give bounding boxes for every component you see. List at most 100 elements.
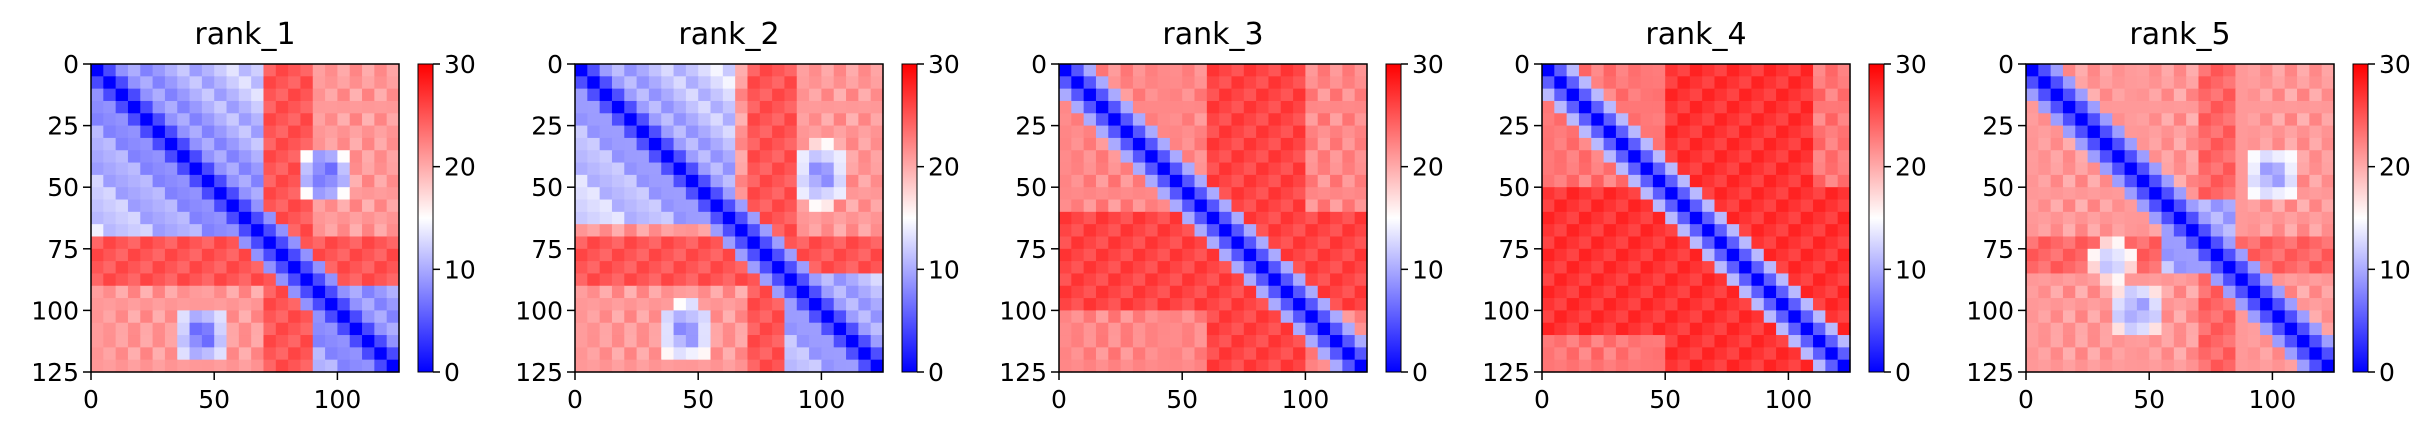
heatmap-cell: [1095, 261, 1109, 275]
heatmap-cell: [2223, 64, 2237, 77]
heatmap-cell: [1354, 64, 1368, 77]
heatmap-cell: [698, 248, 712, 262]
heatmap-cell: [1763, 359, 1777, 373]
heatmap-cell: [710, 113, 724, 127]
heatmap-cell: [349, 211, 363, 225]
heatmap-cell: [1219, 125, 1233, 139]
heatmap-cell: [312, 150, 326, 164]
heatmap-cell: [1243, 76, 1257, 90]
heatmap-cell: [2173, 322, 2187, 336]
heatmap-cell: [1714, 248, 1728, 262]
heatmap-cell: [1837, 322, 1851, 336]
heatmap-cell: [648, 211, 662, 225]
heatmap-cell: [1095, 224, 1109, 238]
heatmap-cell: [1578, 224, 1592, 238]
heatmap-cell: [624, 64, 638, 77]
heatmap-cell: [1554, 137, 1568, 151]
heatmap-cell: [648, 347, 662, 361]
heatmap-cell: [362, 100, 375, 114]
heatmap-cell: [2099, 310, 2113, 324]
heatmap-cell: [2173, 187, 2187, 201]
heatmap-cell: [821, 125, 835, 139]
heatmap-cell: [2223, 100, 2237, 114]
heatmap-cell: [1628, 359, 1642, 373]
heatmap-cell: [846, 64, 859, 77]
heatmap-cell: [722, 64, 736, 77]
heatmap-cell: [127, 335, 141, 348]
heatmap-cell: [1554, 88, 1568, 102]
heatmap-cell: [1665, 224, 1679, 238]
heatmap-cell: [2075, 199, 2089, 213]
heatmap-cell: [599, 359, 613, 373]
heatmap-cell: [214, 261, 228, 275]
heatmap-cell: [2309, 88, 2323, 102]
heatmap-cell: [325, 100, 338, 114]
heatmap-cell: [2309, 273, 2323, 287]
heatmap-cell: [1591, 298, 1605, 311]
heatmap-cell: [263, 335, 277, 348]
heatmap-cell: [2235, 88, 2249, 102]
heatmap-cell: [1628, 187, 1642, 201]
panel-title: rank_3: [1162, 17, 1263, 52]
heatmap-cell: [1268, 150, 1282, 164]
heatmap-cell: [189, 298, 203, 311]
heatmap-cell: [214, 88, 228, 102]
heatmap-cell: [772, 248, 786, 262]
heatmap-cell: [2161, 224, 2175, 238]
heatmap-cell: [2075, 236, 2089, 250]
heatmap-cell: [2247, 162, 2261, 176]
heatmap-cell: [140, 347, 154, 361]
heatmap-cell: [673, 125, 687, 139]
heatmap-cell: [1640, 248, 1654, 262]
heatmap-cell: [300, 64, 314, 77]
heatmap-cell: [575, 100, 588, 114]
heatmap-cell: [846, 199, 859, 213]
heatmap-cell: [821, 236, 835, 250]
heatmap-cell: [1182, 248, 1196, 262]
heatmap-cell: [1640, 298, 1654, 311]
heatmap-cell: [1813, 273, 1826, 287]
heatmap-cell: [1206, 285, 1220, 299]
heatmap-cell: [1354, 187, 1368, 201]
heatmap-cell: [1305, 199, 1319, 213]
heatmap-cell: [164, 310, 178, 324]
heatmap-cell: [1293, 88, 1306, 102]
heatmap-cell: [1231, 150, 1245, 164]
heatmap-cell: [263, 347, 277, 361]
heatmap-cell: [1059, 285, 1072, 299]
heatmap-cell: [1219, 224, 1233, 238]
heatmap-cell: [1108, 64, 1122, 77]
heatmap-cell: [2173, 174, 2187, 188]
heatmap-cell: [2050, 199, 2064, 213]
heatmap-cell: [140, 335, 154, 348]
heatmap-cell: [809, 100, 822, 114]
heatmap-cell: [1354, 322, 1368, 336]
heatmap-cell: [2099, 113, 2113, 127]
heatmap-cell: [2062, 298, 2076, 311]
heatmap-cell: [325, 162, 338, 176]
heatmap-cell: [624, 261, 638, 275]
heatmap-cell: [2210, 162, 2224, 176]
heatmap-cell: [214, 174, 228, 188]
heatmap-cell: [587, 359, 601, 373]
heatmap-cell: [2284, 125, 2298, 139]
heatmap-cell: [1071, 187, 1085, 201]
heatmap-cell: [1219, 261, 1233, 275]
heatmap-cell: [288, 236, 302, 250]
heatmap-cell: [1231, 359, 1245, 373]
heatmap-cell: [2210, 322, 2224, 336]
heatmap-cell: [784, 310, 798, 324]
heatmap-cell: [1751, 137, 1765, 151]
heatmap-cell: [337, 335, 351, 348]
heatmap-cell: [1145, 113, 1159, 127]
heatmap-cell: [2272, 236, 2286, 250]
heatmap-cell: [1231, 347, 1245, 361]
heatmap-cell: [374, 359, 388, 373]
heatmap-cell: [115, 322, 129, 336]
heatmap-cell: [1219, 322, 1233, 336]
heatmap-cell: [1825, 335, 1839, 348]
heatmap-cell: [1169, 76, 1183, 90]
heatmap-cell: [1206, 125, 1220, 139]
panel-title: rank_1: [194, 17, 295, 52]
y-tick-label: 25: [1015, 112, 1047, 141]
